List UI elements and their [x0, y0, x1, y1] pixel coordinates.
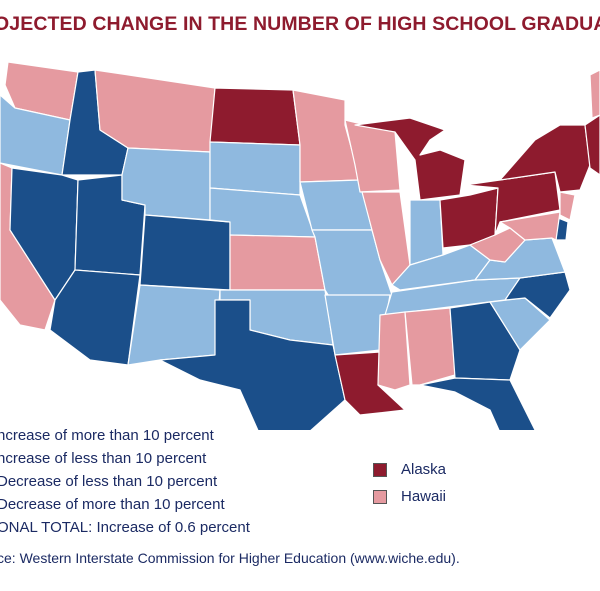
us-map: [0, 61, 600, 430]
state-TX: [159, 299, 346, 430]
legend-inc-less-10: ncrease of less than 10 percent: [0, 450, 207, 467]
state-AZ: [49, 269, 141, 366]
state-NJ: [559, 191, 576, 221]
hawaii-label: Hawaii: [401, 488, 447, 505]
legend-dec-less-10: Decrease of less than 10 percent: [0, 473, 218, 490]
state-KS: [229, 234, 326, 291]
state-MS: [377, 311, 411, 391]
state-CO: [139, 214, 231, 291]
hawaii-swatch: [373, 489, 387, 504]
map-title: OJECTED CHANGE IN THE NUMBER OF HIGH SCH…: [0, 13, 600, 35]
alaska-legend-item: Alaska: [373, 456, 446, 483]
state-MD: [499, 211, 561, 241]
alaska-label: Alaska: [401, 461, 447, 478]
state-SD: [209, 141, 301, 196]
inset-legend: Alaska Hawaii: [373, 456, 446, 510]
state-MI: [354, 117, 466, 201]
state-ME: [589, 69, 600, 119]
legend-national-total: ONAL TOTAL: Increase of 0.6 percent: [0, 519, 250, 536]
state-NM: [127, 284, 221, 366]
legend: ncrease of more than 10 percent ncrease …: [0, 424, 250, 539]
state-GA: [449, 301, 521, 381]
state-FL: [419, 377, 536, 430]
state-NE_region: [584, 114, 600, 176]
state-IN: [409, 199, 444, 266]
state-AL: [404, 307, 456, 386]
legend-dec-more-10: Decrease of more than 10 percent: [0, 496, 225, 513]
source-note: ce: Western Interstate Commission for Hi…: [0, 550, 460, 566]
legend-inc-more-10: ncrease of more than 10 percent: [0, 427, 214, 444]
hawaii-legend-item: Hawaii: [373, 483, 446, 510]
state-ND: [209, 87, 301, 146]
alaska-swatch: [373, 462, 387, 477]
